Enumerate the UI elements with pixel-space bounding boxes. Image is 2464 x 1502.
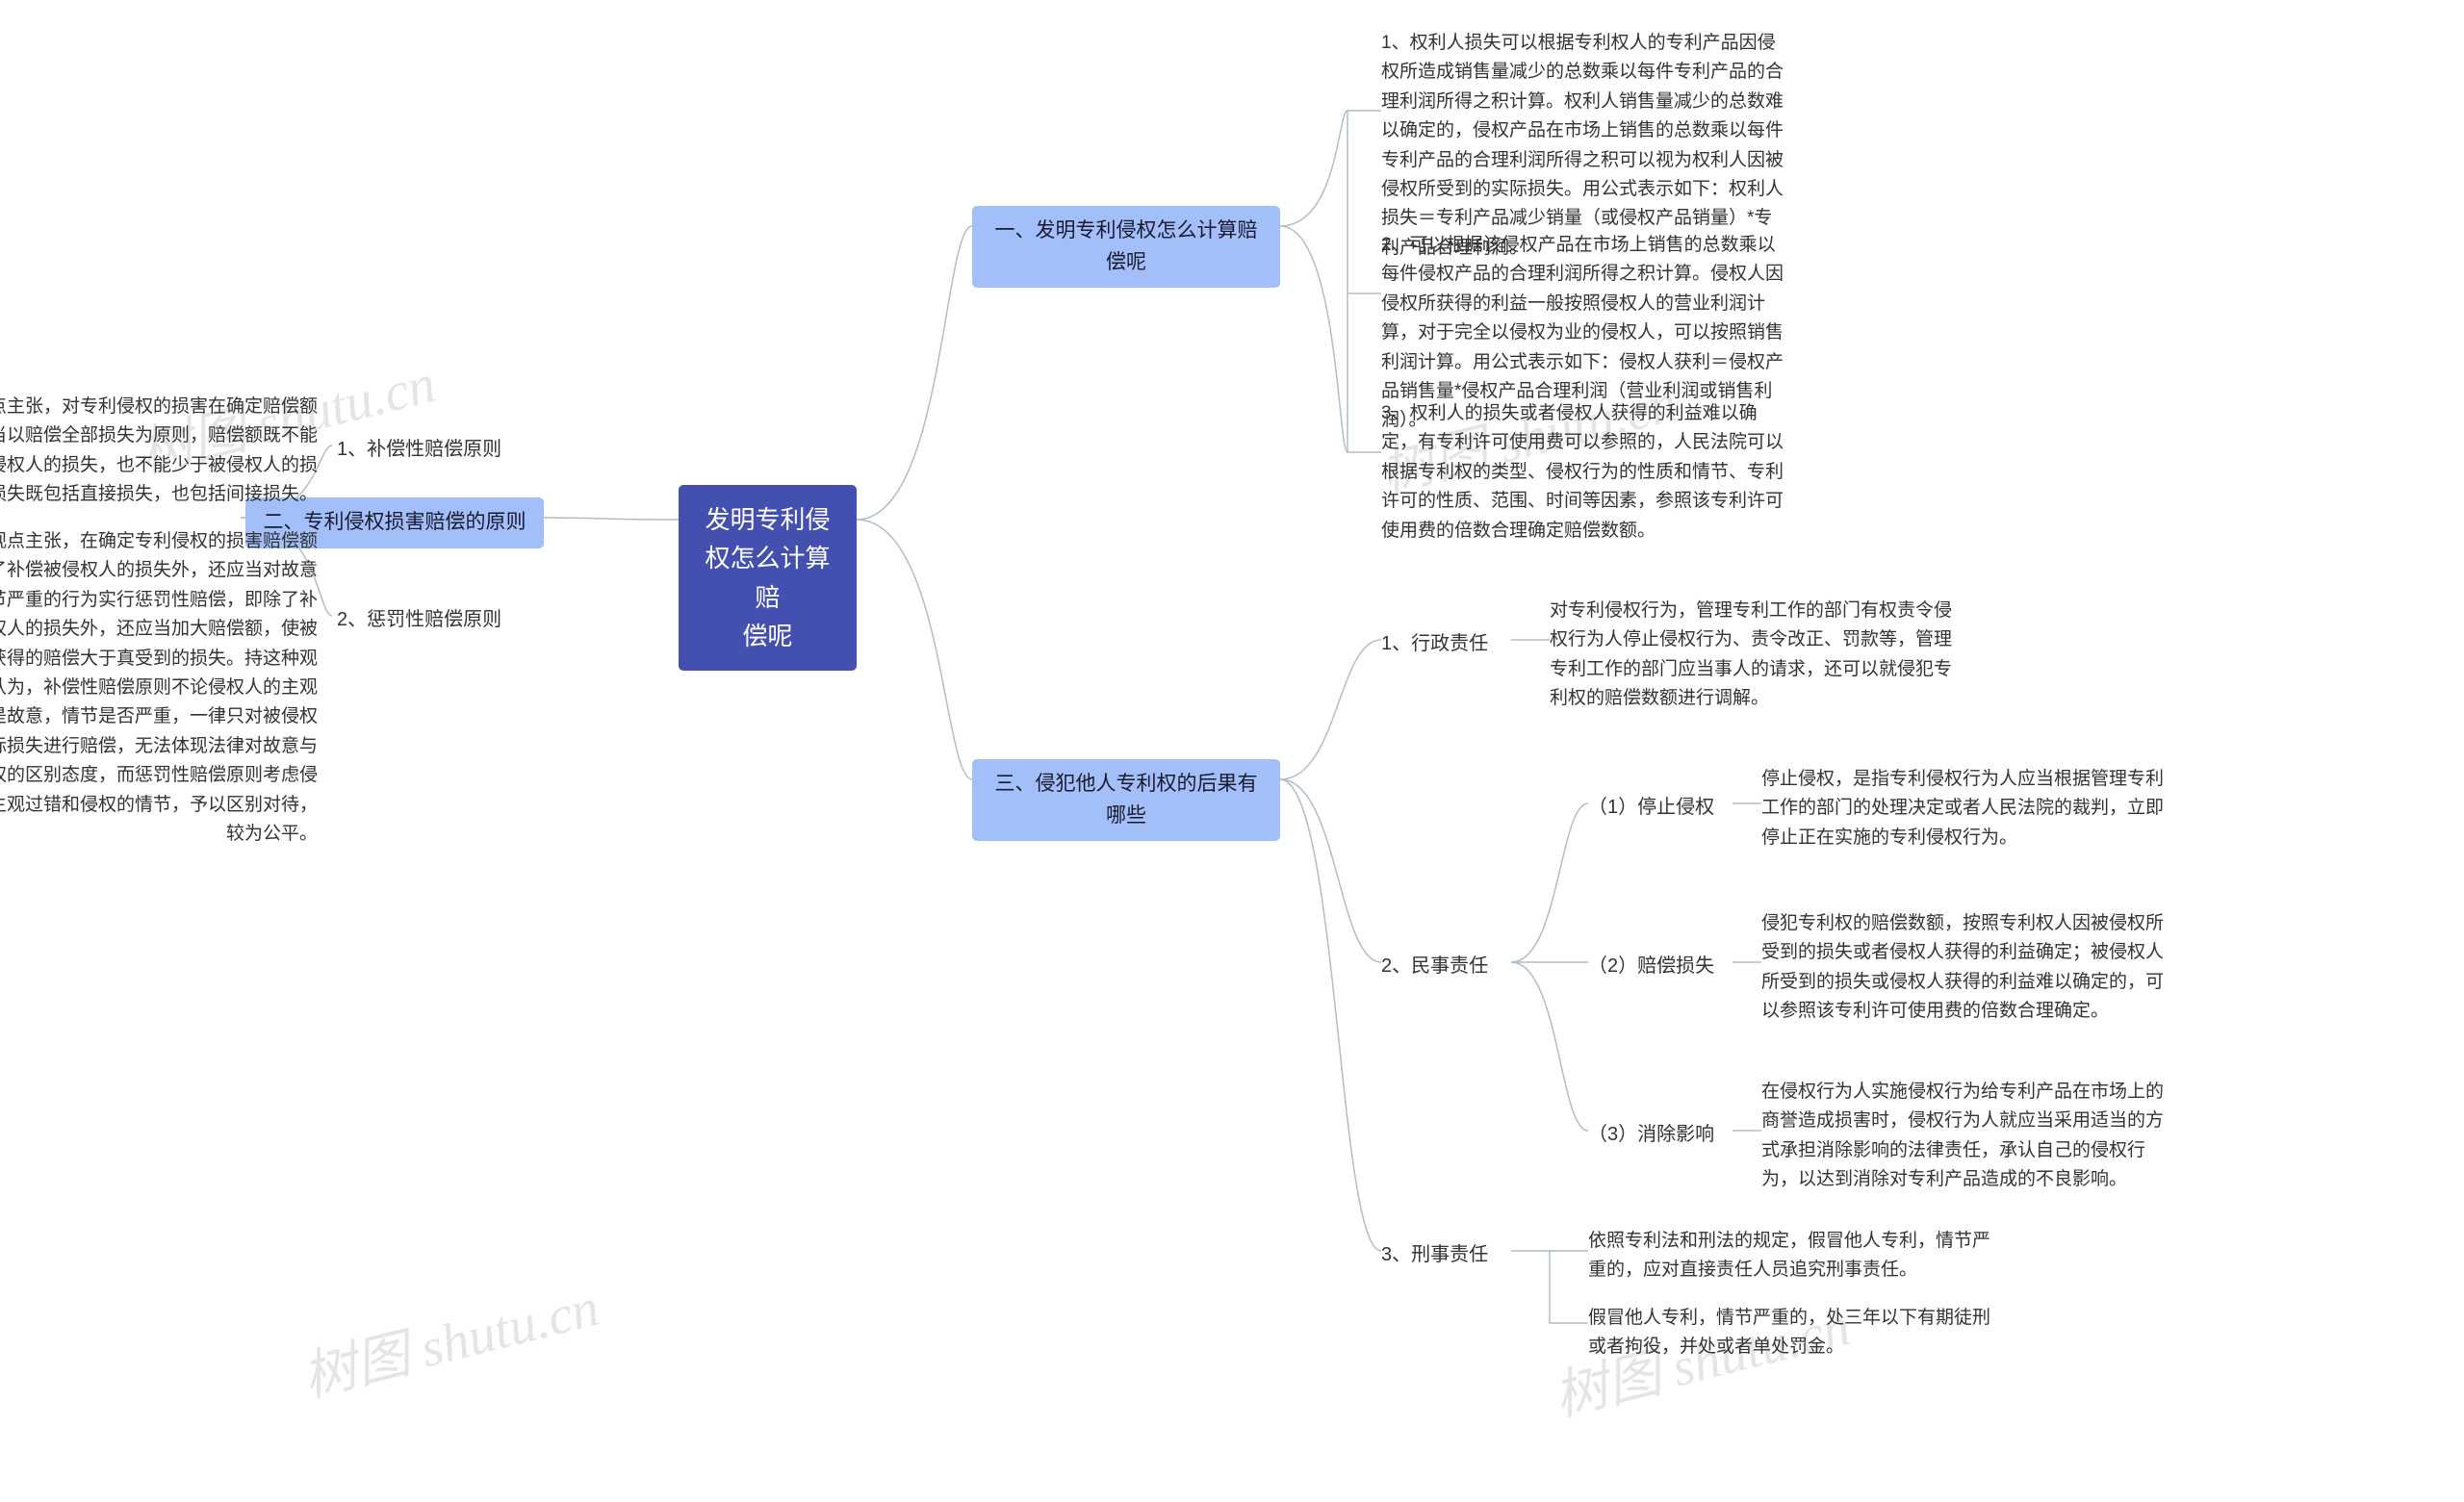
sub-s3-1-2[interactable]: （3）消除影响 (1588, 1118, 1732, 1152)
branch-s3[interactable]: 三、侵犯他人专利权的后果有哪些 (972, 759, 1280, 841)
leaf-s3-2-0: 依照专利法和刑法的规定，假冒他人专利，情节严重的，应对直接责任人员追究刑事责任。 (1588, 1227, 1992, 1286)
sub-s3-2[interactable]: 3、刑事责任 (1381, 1238, 1506, 1272)
root-node[interactable]: 发明专利侵权怎么计算赔 偿呢 (679, 485, 857, 671)
leaf-s3-1-0: 停止侵权，是指专利侵权行为人应当根据管理专利工作的部门的处理决定或者人民法院的裁… (1761, 765, 2166, 853)
sub-s3-1-0[interactable]: （1）停止侵权 (1588, 791, 1732, 825)
leaf-s1-2: 3、权利人的损失或者侵权人获得的利益难以确定，有专利许可使用费可以参照的，人民法… (1381, 399, 1785, 546)
leaf-s3-2-1: 假冒他人专利，情节严重的，处三年以下有期徒刑或者拘役，并处或者单处罚金。 (1588, 1304, 1992, 1362)
leaf-s3-0: 对专利侵权行为，管理专利工作的部门有权责令侵权行为人停止侵权行为、责令改正、罚款… (1550, 597, 1954, 714)
sub-s3-1-1[interactable]: （2）赔偿损失 (1588, 950, 1732, 983)
sub-s2-1[interactable]: 2、惩罚性赔偿原则 (337, 603, 520, 637)
branch-s1[interactable]: 一、发明专利侵权怎么计算赔偿呢 (972, 206, 1280, 288)
mindmap-canvas: 树图 shutu.cn 树图 shutu.cn 树图 shutu.cn 树图 s… (0, 0, 2464, 1502)
sub-s3-1[interactable]: 2、民事责任 (1381, 950, 1506, 983)
watermark: 树图 shutu.cn (294, 1263, 605, 1413)
sub-s2-0[interactable]: 1、补偿性赔偿原则 (337, 433, 520, 467)
leaf-s1-0: 1、权利人损失可以根据专利权人的专利产品因侵权所造成销售量减少的总数乘以每件专利… (1381, 29, 1785, 263)
leaf-s3-1-1: 侵犯专利权的赔偿数额，按照专利权人因被侵权所受到的损失或者侵权人获得的利益确定；… (1761, 909, 2166, 1027)
leaf-s2-0: 这种观点主张，对专利侵权的损害在确定赔偿额时，应当以赔偿全部损失为原则，赔偿额既… (0, 393, 318, 510)
sub-s3-0[interactable]: 1、行政责任 (1381, 627, 1506, 661)
leaf-s3-1-2: 在侵权行为人实施侵权行为给专利产品在市场上的商誉造成损害时，侵权行为人就应当采用… (1761, 1078, 2166, 1195)
leaf-s2-1: 这种观点主张，在确定专利侵权的损害赔偿额时，除了补偿被侵权人的损失外，还应当对故… (0, 527, 318, 849)
